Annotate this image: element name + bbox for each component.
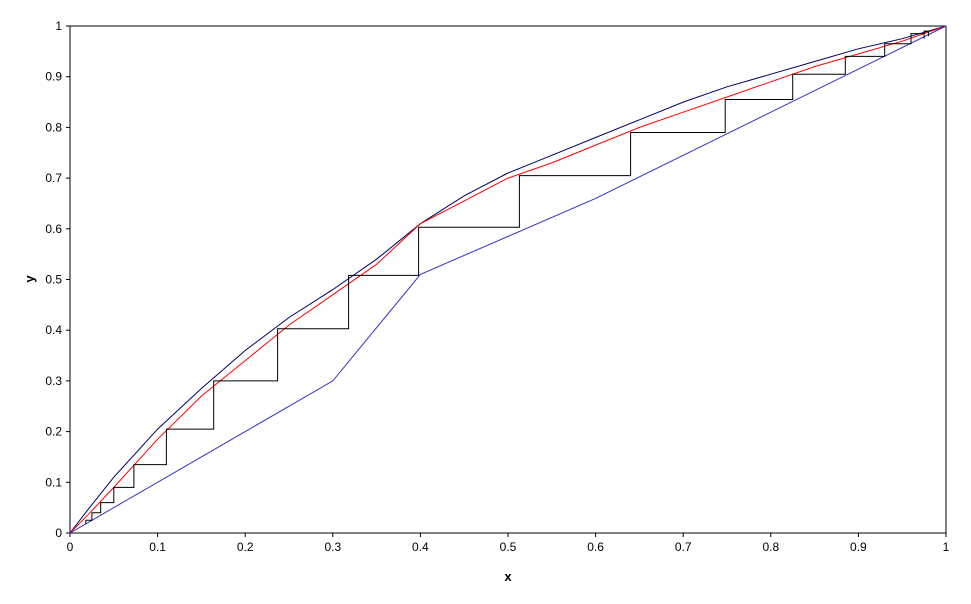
series-layer: [69, 25, 947, 534]
x-tick-label: 0.4: [412, 540, 429, 554]
x-axis-label: x: [504, 569, 512, 584]
y-tick-label: 0: [55, 526, 62, 540]
y-tick-label: 0.6: [45, 222, 62, 236]
y-tick-label: 0.4: [45, 323, 62, 337]
y-tick-label: 0.9: [45, 70, 62, 84]
y-axis-label: y: [22, 275, 37, 283]
x-tick-label: 0.9: [850, 540, 867, 554]
y-tick-label: 0.1: [45, 475, 62, 489]
series-line: [69, 25, 947, 534]
x-tick-label: 0.8: [762, 540, 779, 554]
series-line: [85, 30, 929, 524]
y-tick-label: 0.3: [45, 374, 62, 388]
x-tick-label: 0.3: [324, 540, 341, 554]
x-tick-label: 0.6: [587, 540, 604, 554]
y-axis: 0 0.1 0.2 0.3 0.4 0.5 0.6 0.7 0.8 0.9 1: [45, 19, 70, 540]
series-line: [69, 25, 947, 534]
x-tick-label: 1: [943, 540, 950, 554]
y-tick-label: 0.5: [45, 273, 62, 287]
y-tick-label: 1: [55, 19, 62, 33]
x-tick-label: 0.2: [237, 540, 254, 554]
x-axis: 0 0.1 0.2 0.3 0.4 0.5 0.6 0.7 0.8 0.9 1: [67, 533, 950, 554]
x-tick-label: 0.7: [675, 540, 692, 554]
x-tick-label: 0.5: [500, 540, 517, 554]
y-tick-label: 0.8: [45, 120, 62, 134]
y-tick-label: 0.2: [45, 425, 62, 439]
x-tick-label: 0: [67, 540, 74, 554]
y-tick-label: 0.7: [45, 171, 62, 185]
x-tick-label: 0.1: [149, 540, 166, 554]
